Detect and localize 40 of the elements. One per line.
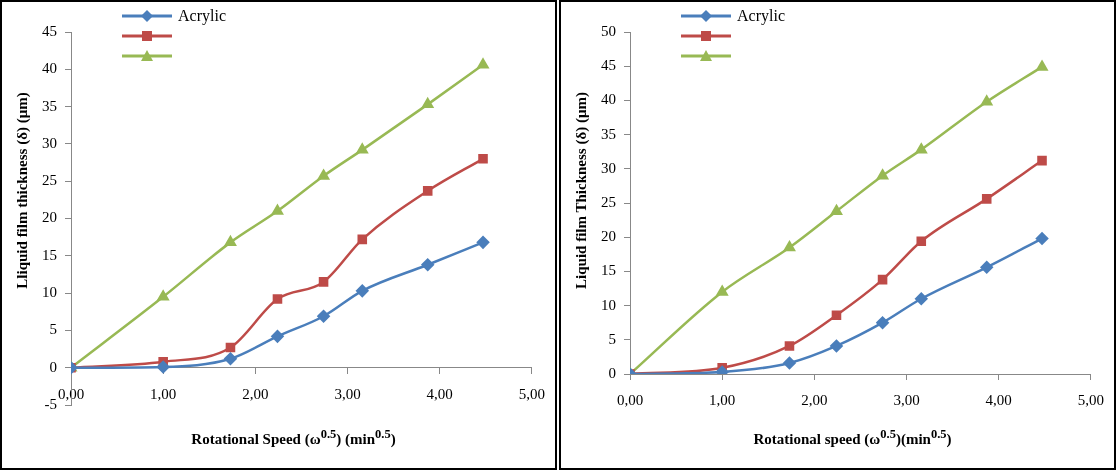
- y-tick-label: 15: [42, 246, 57, 263]
- y-tick-label: 50: [601, 22, 616, 39]
- y-axis-title: Liquid film Thickness (δ) (μm): [572, 91, 590, 291]
- y-tick-label: 10: [601, 296, 616, 313]
- y-tick-label: 45: [601, 57, 616, 74]
- y-tick-label: 35: [601, 125, 616, 142]
- y-tick-label: 40: [601, 91, 616, 108]
- legend-label: Acrylic: [178, 7, 226, 25]
- y-tick-label: 5: [608, 330, 616, 347]
- x-tick-label: 3,00: [893, 391, 920, 408]
- y-tick-label: 25: [42, 172, 57, 189]
- x-tick-label: 1,00: [709, 391, 736, 408]
- y-tick-label: 25: [601, 193, 616, 210]
- y-tick-label: 20: [601, 228, 616, 245]
- x-tick-label: 0,00: [57, 385, 85, 402]
- x-tick-label: 5,00: [1077, 391, 1104, 408]
- y-tick-label: -5: [44, 395, 57, 412]
- y-tick-label: 40: [42, 60, 57, 77]
- y-tick-label: 10: [42, 284, 57, 301]
- y-axis-title: Lliquid film thickness (δ) (μm): [13, 91, 31, 291]
- x-tick-label: 0,00: [616, 391, 644, 408]
- x-axis-title: Rotational speed (ω$^{0.5}$)(min$^{0.5}$): [752, 427, 953, 448]
- x-tick-label: 2,00: [242, 385, 269, 402]
- y-tick-label: 45: [42, 22, 57, 39]
- y-tick-label: 35: [42, 97, 57, 114]
- x-tick-label: 1,00: [150, 385, 177, 402]
- y-tick-label: 15: [601, 262, 616, 279]
- y-tick-label: 30: [601, 159, 616, 176]
- y-tick-label: 0: [608, 364, 616, 381]
- x-tick-label: 3,00: [334, 385, 361, 402]
- x-tick-label: 4,00: [426, 385, 453, 402]
- x-axis-title: Rotational Speed (ω$^{0.5}$) (min$^{0.5}$): [190, 427, 397, 448]
- y-tick-label: 0: [49, 358, 57, 375]
- x-tick-label: 2,00: [801, 391, 828, 408]
- legend-label: Acrylic: [737, 7, 785, 25]
- y-tick-label: 20: [42, 209, 57, 226]
- y-tick-label: 30: [42, 134, 57, 151]
- x-tick-label: 5,00: [518, 385, 545, 402]
- y-tick-label: 5: [49, 321, 57, 338]
- x-tick-label: 4,00: [985, 391, 1012, 408]
